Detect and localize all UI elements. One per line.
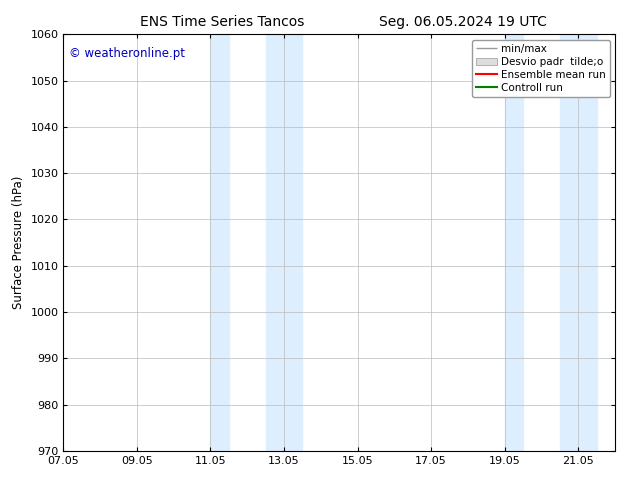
Bar [505, 34, 523, 451]
Text: © weatheronline.pt: © weatheronline.pt [69, 47, 185, 60]
Text: Seg. 06.05.2024 19 UTC: Seg. 06.05.2024 19 UTC [379, 15, 547, 29]
Legend: min/max, Desvio padr  tilde;o, Ensemble mean run, Controll run: min/max, Desvio padr tilde;o, Ensemble m… [472, 40, 610, 97]
Bar [210, 34, 229, 451]
Text: ENS Time Series Tancos: ENS Time Series Tancos [139, 15, 304, 29]
Y-axis label: Surface Pressure (hPa): Surface Pressure (hPa) [12, 176, 25, 309]
Bar [266, 34, 302, 451]
Bar [560, 34, 597, 451]
